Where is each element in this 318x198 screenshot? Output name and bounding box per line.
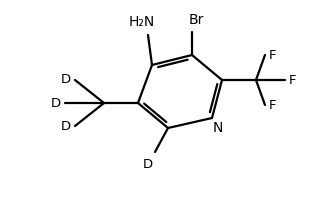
Text: D: D (51, 96, 61, 109)
Text: Br: Br (188, 13, 204, 27)
Text: H₂N: H₂N (129, 15, 155, 29)
Text: F: F (268, 98, 276, 111)
Text: N: N (213, 121, 223, 135)
Text: F: F (268, 49, 276, 62)
Text: D: D (143, 159, 153, 171)
Text: F: F (288, 73, 296, 87)
Text: D: D (61, 121, 71, 133)
Text: D: D (61, 72, 71, 86)
